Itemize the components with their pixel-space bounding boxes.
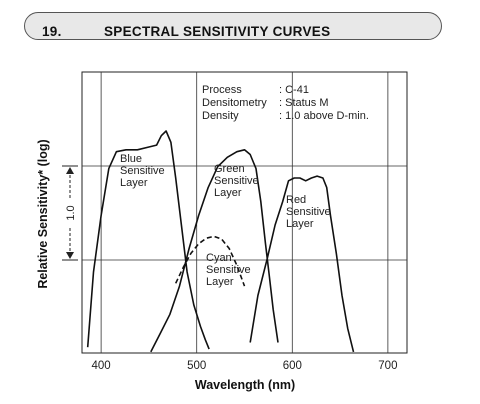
curve-label-line: Blue: [120, 153, 142, 165]
plot-frame: [81, 71, 408, 354]
condition-value: : Status M: [279, 97, 329, 109]
curve-label-line: Layer: [214, 187, 242, 199]
x-axis-ticks: 400 500 600 700: [92, 360, 398, 372]
section-title: SPECTRAL SENSITIVITY CURVES: [104, 24, 331, 39]
conditions-block: Process : C-41 Densitometry : Status M Densi…: [202, 84, 369, 122]
grid-lines: [82, 72, 407, 353]
series-blue-curve: [86, 130, 210, 350]
series-red-curve: [249, 175, 355, 353]
curve-labels: BlueSensitiveLayerGreenSensitiveLayerRed…: [120, 153, 331, 288]
x-tick-label: 600: [283, 360, 302, 372]
curve-label-line: Sensitive: [286, 206, 331, 218]
curve-label-line: Layer: [286, 218, 314, 230]
section-header-bar: [24, 12, 442, 40]
x-axis-title: Wavelength (nm): [195, 378, 295, 392]
condition-label: Process: [202, 84, 242, 96]
curve-label-line: Green: [214, 163, 245, 175]
curves: [86, 130, 355, 353]
condition-label: Density: [202, 110, 239, 122]
x-tick-label: 500: [187, 360, 206, 372]
series-cyan-curve: [174, 235, 246, 287]
curve-label-line: Layer: [206, 276, 234, 288]
curve-label-line: Sensitive: [214, 175, 259, 187]
x-tick-label: 700: [378, 360, 397, 372]
curve-label-line: Sensitive: [120, 165, 165, 177]
y-axis-title: Relative Sensitivity* (log): [36, 139, 50, 288]
section-number: 19.: [42, 24, 62, 39]
scale-bar: 1.0: [62, 165, 78, 261]
series-green-curve: [150, 149, 279, 353]
condition-label: Densitometry: [202, 97, 267, 109]
curve-label-line: Layer: [120, 177, 148, 189]
curve-label-line: Cyan: [206, 252, 232, 264]
scale-bar-label: 1.0: [65, 205, 77, 220]
curve-label-line: Red: [286, 194, 306, 206]
x-tick-label: 400: [92, 360, 111, 372]
condition-value: : C-41: [279, 84, 309, 96]
curve-label-line: Sensitive: [206, 264, 251, 276]
condition-value: : 1.0 above D-min.: [279, 110, 369, 122]
